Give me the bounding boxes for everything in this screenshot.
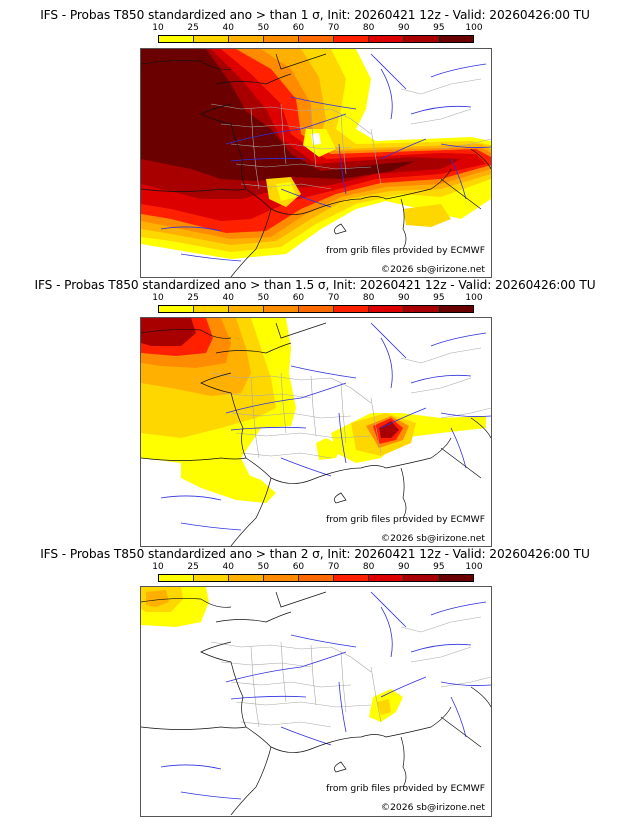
copyright-credit: ©2026 sb@irizone.net <box>380 264 485 275</box>
map-canvas-2 <box>141 318 491 546</box>
legend-color-swatch <box>369 306 404 312</box>
legend-color-swatch <box>264 36 299 42</box>
legend-tick-label: 100 <box>465 562 483 572</box>
legend-tick-label: 25 <box>187 562 199 572</box>
legend-color-swatch <box>299 306 334 312</box>
legend-tick-label: 10 <box>152 293 164 303</box>
coastlines <box>141 591 491 815</box>
legend-tick-label: 60 <box>292 23 305 33</box>
legend-ticks: 10 25 40 50 60 70 80 90 95 100 <box>152 562 482 572</box>
legend-tick-label: 50 <box>257 562 270 572</box>
legend-color-swatch <box>299 575 334 581</box>
probability-map: from grib files provided by ECMWF ©2026 … <box>140 317 492 547</box>
borders <box>210 347 491 459</box>
legend-tick-label: 70 <box>327 293 340 303</box>
legend-tick-label: 100 <box>465 23 483 33</box>
legend-tick-label: 90 <box>398 23 410 33</box>
legend-tick-label: 80 <box>362 23 375 33</box>
legend-tick-label: 70 <box>327 23 340 33</box>
legend-tick-label: 95 <box>433 293 445 303</box>
legend-tick-label: 50 <box>257 293 270 303</box>
panel-title: IFS - Probas T850 standardized ano > tha… <box>40 8 590 22</box>
probability-field <box>141 49 491 277</box>
legend-color-swatch <box>334 36 369 42</box>
legend-tick-label: 100 <box>465 293 483 303</box>
legend-color-swatch <box>194 575 229 581</box>
legend-tick-label: 95 <box>433 23 445 33</box>
legend-tick-label: 95 <box>433 562 445 572</box>
legend-tick-label: 80 <box>362 562 375 572</box>
legend-color-swatch <box>194 306 229 312</box>
legend-tick-label: 25 <box>187 23 199 33</box>
legend-tick-label: 40 <box>222 23 234 33</box>
legend-bar <box>158 305 474 313</box>
probability-map: from grib files provided by ECMWF ©2026 … <box>140 48 492 278</box>
legend-color-swatch <box>229 575 264 581</box>
copyright-credit: ©2026 sb@irizone.net <box>380 533 485 544</box>
legend-color-swatch <box>229 306 264 312</box>
legend-tick-label: 40 <box>222 293 234 303</box>
legend-color-swatch <box>159 36 194 42</box>
legend-color-swatch <box>264 306 299 312</box>
legend-color-swatch <box>404 306 439 312</box>
legend-bar <box>158 35 474 43</box>
coastlines <box>141 53 491 277</box>
probability-map: from grib files provided by ECMWF ©2026 … <box>140 586 492 817</box>
legend-tick-label: 10 <box>152 23 164 33</box>
borders <box>210 78 491 190</box>
legend-tick-label: 40 <box>222 562 234 572</box>
map-canvas-1 <box>141 49 491 277</box>
legend-color-swatch <box>229 36 264 42</box>
rivers <box>160 53 491 262</box>
color-legend: 10 25 40 50 60 70 80 90 95 100 <box>152 562 483 584</box>
probability-field <box>141 587 491 815</box>
legend-tick-label: 70 <box>327 562 340 572</box>
legend-tick-label: 80 <box>362 293 375 303</box>
legend-tick-label: 60 <box>292 562 305 572</box>
map-canvas-3 <box>141 587 491 815</box>
legend-color-swatch <box>404 575 439 581</box>
color-legend: 10 25 40 50 60 70 80 90 95 100 <box>152 293 483 315</box>
probability-field <box>141 318 491 546</box>
source-credit: from grib files provided by ECMWF <box>326 783 485 794</box>
forecast-panel-2sigma: IFS - Probas T850 standardized ano > tha… <box>0 547 630 817</box>
legend-color-swatch <box>264 575 299 581</box>
legend-color-swatch <box>299 36 334 42</box>
borders <box>210 616 491 728</box>
legend-color-swatch <box>159 306 194 312</box>
legend-tick-label: 60 <box>292 293 305 303</box>
legend-ticks: 10 25 40 50 60 70 80 90 95 100 <box>152 293 482 303</box>
legend-tick-label: 90 <box>398 562 410 572</box>
panel-title: IFS - Probas T850 standardized ano > tha… <box>40 547 590 561</box>
legend-bar <box>158 574 474 582</box>
legend-color-swatch <box>369 36 404 42</box>
forecast-panel-1sigma: IFS - Probas T850 standardized ano > tha… <box>0 8 630 278</box>
rivers <box>160 322 491 531</box>
legend-color-swatch <box>334 575 369 581</box>
legend-color-swatch <box>369 575 404 581</box>
source-credit: from grib files provided by ECMWF <box>326 514 485 525</box>
legend-color-swatch <box>194 36 229 42</box>
legend-tick-label: 10 <box>152 562 164 572</box>
legend-color-swatch <box>439 306 473 312</box>
legend-color-swatch <box>439 36 473 42</box>
legend-tick-label: 50 <box>257 23 270 33</box>
legend-color-swatch <box>159 575 194 581</box>
legend-tick-label: 90 <box>398 293 410 303</box>
legend-tick-label: 25 <box>187 293 199 303</box>
legend-color-swatch <box>334 306 369 312</box>
panel-title: IFS - Probas T850 standardized ano > tha… <box>34 278 596 292</box>
coastlines <box>141 322 491 546</box>
color-legend: 10 25 40 50 60 70 80 90 95 100 <box>152 23 483 45</box>
rivers <box>160 591 491 800</box>
legend-ticks: 10 25 40 50 60 70 80 90 95 100 <box>152 23 482 33</box>
forecast-panel-1-5sigma: IFS - Probas T850 standardized ano > tha… <box>0 278 630 548</box>
legend-color-swatch <box>404 36 439 42</box>
source-credit: from grib files provided by ECMWF <box>326 245 485 256</box>
legend-color-swatch <box>439 575 473 581</box>
copyright-credit: ©2026 sb@irizone.net <box>380 802 485 813</box>
